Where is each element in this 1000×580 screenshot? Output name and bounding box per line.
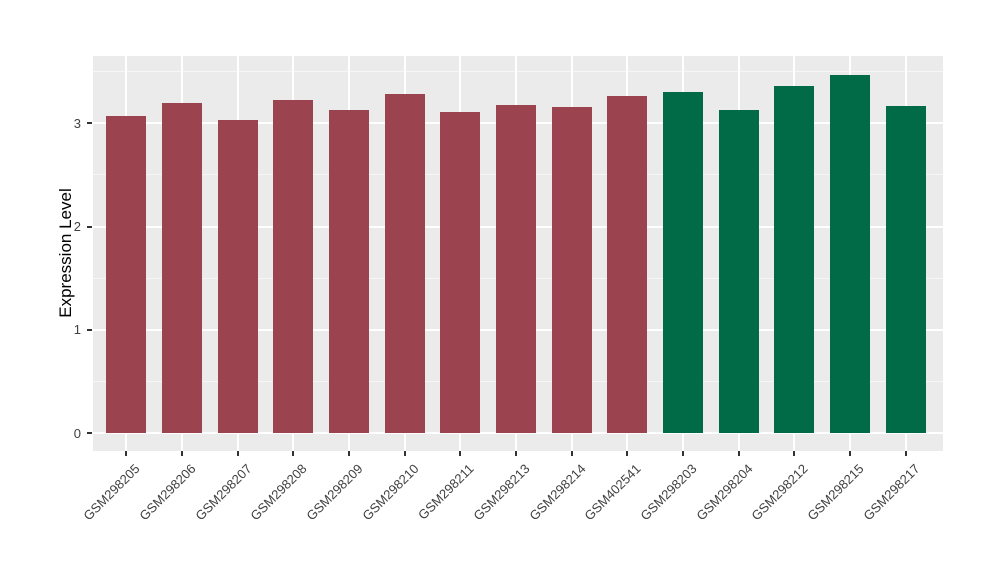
bar-GSM298208 [273, 99, 314, 434]
x-tick-label-GSM298208: GSM298208 [247, 461, 310, 524]
x-tick-mark [682, 451, 684, 456]
y-tick-label: 3 [73, 115, 81, 131]
bar-GSM402541 [607, 96, 648, 434]
y-tick-label: 1 [73, 322, 81, 338]
bar-GSM298204 [718, 109, 759, 434]
plot-panel [93, 56, 943, 451]
x-tick-mark [236, 451, 239, 456]
x-tick-mark [180, 451, 183, 456]
bar-GSM298211 [440, 111, 481, 434]
y-tick-mark [87, 122, 92, 125]
x-tick-mark [347, 451, 350, 456]
x-tick-mark [292, 451, 295, 456]
x-tick-label-GSM298206: GSM298206 [136, 461, 199, 524]
x-tick-label-GSM298203: GSM298203 [637, 461, 700, 524]
x-tick-mark [459, 451, 462, 456]
x-tick-mark [125, 451, 128, 456]
y-tick-label: 0 [73, 425, 81, 441]
x-tick-label-GSM298211: GSM298211 [415, 461, 477, 523]
x-tick-mark [514, 451, 517, 456]
x-tick-label-GSM402541: GSM402541 [581, 461, 644, 524]
x-tick-mark [793, 451, 796, 456]
y-tick-mark [87, 225, 92, 228]
x-tick-label-GSM298207: GSM298207 [192, 461, 255, 524]
bar-GSM298217 [885, 105, 926, 434]
bar-GSM298207 [217, 120, 258, 434]
gridline-major [93, 432, 943, 435]
x-tick-label-GSM298205: GSM298205 [80, 461, 143, 524]
y-axis-title: Expression Level [56, 188, 75, 318]
x-tick-label-GSM298204: GSM298204 [693, 461, 756, 524]
bar-GSM298206 [161, 102, 202, 434]
x-tick-label-GSM298210: GSM298210 [359, 461, 422, 524]
x-tick-mark [626, 451, 629, 456]
y-tick-mark [87, 328, 92, 331]
bar-GSM298215 [830, 74, 870, 434]
x-tick-mark [849, 451, 851, 456]
bar-GSM298209 [328, 109, 369, 434]
y-tick-label: 2 [73, 219, 81, 235]
y-tick-mark [87, 432, 92, 435]
bar-GSM298210 [384, 94, 425, 434]
x-tick-label-GSM298212: GSM298212 [748, 461, 811, 524]
x-tick-mark [737, 451, 740, 456]
x-tick-mark [904, 451, 907, 456]
x-tick-label-GSM298217: GSM298217 [860, 461, 923, 524]
gridline-minor [93, 71, 943, 73]
x-tick-mark [570, 451, 573, 456]
x-tick-label-GSM298214: GSM298214 [526, 461, 589, 524]
x-tick-label-GSM298215: GSM298215 [804, 461, 867, 524]
x-tick-label-GSM298209: GSM298209 [303, 461, 366, 524]
bar-GSM298203 [663, 92, 703, 434]
bar-GSM298214 [551, 106, 592, 434]
bar-GSM298205 [106, 116, 147, 434]
x-tick-label-GSM298213: GSM298213 [470, 461, 533, 524]
bar-GSM298212 [774, 86, 815, 434]
x-tick-mark [403, 451, 406, 456]
bar-GSM298213 [495, 104, 536, 434]
